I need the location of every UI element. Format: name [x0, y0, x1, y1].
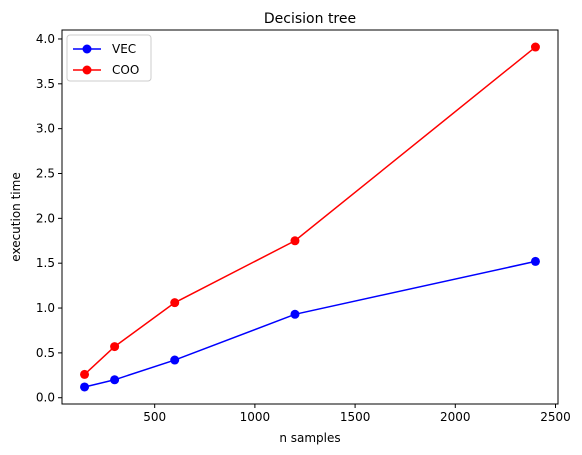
series-line-vec [84, 260, 536, 388]
x-tick-label: 1500 [340, 410, 371, 424]
y-tick-label: 0.0 [36, 391, 55, 405]
plot-frame [61, 29, 559, 405]
data-point-vec [80, 382, 90, 392]
data-point-coo [290, 236, 300, 246]
y-axis: 0.0 0.5 1.0 1.5 2.0 2.5 3.0 3.5 4.0 [36, 32, 62, 405]
y-axis-label: execution time [9, 172, 23, 261]
x-tick-label: 500 [143, 410, 166, 424]
x-tick-label: 2000 [440, 410, 471, 424]
data-point-vec [530, 256, 540, 266]
legend-label-vec: VEC [112, 42, 136, 56]
series-layer [80, 42, 540, 392]
legend-marker-vec [82, 44, 92, 54]
y-tick-label: 3.5 [36, 77, 55, 91]
y-tick-label: 2.0 [36, 211, 55, 225]
y-tick-label: 0.5 [36, 346, 55, 360]
legend-marker-coo [82, 65, 92, 75]
series-line-coo [84, 46, 536, 375]
legend-label-coo: COO [112, 63, 139, 77]
y-tick-label: 4.0 [36, 32, 55, 46]
data-point-vec [290, 309, 300, 319]
x-tick-label: 2500 [540, 410, 571, 424]
data-point-coo [530, 42, 540, 52]
y-tick-label: 1.0 [36, 301, 55, 315]
data-point-coo [80, 369, 90, 379]
y-tick-label: 3.0 [36, 122, 55, 136]
data-point-vec [110, 375, 120, 385]
chart-title: Decision tree [264, 11, 356, 27]
data-point-coo [170, 298, 180, 308]
x-tick-label: 1000 [240, 410, 271, 424]
y-tick-label: 1.5 [36, 256, 55, 270]
legend: VEC COO [66, 34, 152, 82]
x-axis: 500 1000 1500 2000 2500 [143, 404, 571, 424]
data-point-vec [170, 355, 180, 365]
data-point-coo [110, 342, 120, 352]
y-tick-label: 2.5 [36, 167, 55, 181]
x-axis-label: n samples [279, 431, 340, 445]
